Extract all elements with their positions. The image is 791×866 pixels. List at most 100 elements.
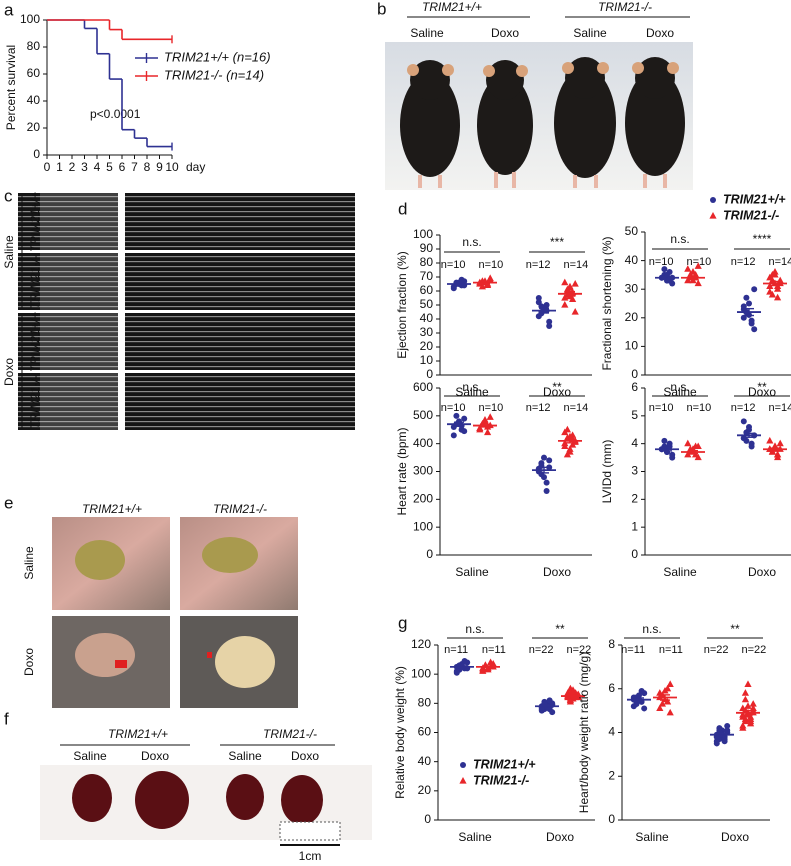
- data-point: [656, 689, 664, 696]
- y-tick-label: 0: [33, 147, 40, 161]
- panel-label: c: [4, 186, 13, 205]
- x-tick-label: 5: [106, 160, 113, 174]
- data-point: [664, 684, 672, 692]
- arrow-marker: [207, 652, 212, 658]
- data-point: [774, 293, 782, 301]
- x-tick-label: Saline: [663, 565, 697, 579]
- condition-label: Doxo: [291, 749, 319, 763]
- photo-f: 1cm TRIM21+/+ TRIM21-/- Saline Doxo Sali…: [40, 727, 372, 863]
- n-label: n=12: [731, 256, 756, 268]
- data-point: [571, 280, 579, 287]
- y-axis-label: Percent survival: [4, 45, 18, 130]
- x-tick-label: 6: [119, 160, 126, 174]
- significance: **: [730, 622, 740, 636]
- n-label: n=10: [441, 259, 466, 271]
- genotype-label: TRIM21+/+: [82, 502, 142, 516]
- y-tick-label: 0: [424, 812, 431, 826]
- data-point: [661, 437, 668, 444]
- data-point: [461, 415, 468, 422]
- y-tick-label: 0: [631, 547, 638, 561]
- data-point: [486, 413, 494, 420]
- y-tick-label: 50: [420, 297, 434, 311]
- y-tick-label: 40: [418, 754, 432, 768]
- data-point: [486, 274, 494, 281]
- condition-label: Saline: [228, 749, 262, 763]
- photo-b: TRIM21+/+ TRIM21-/- Saline Doxo Saline D…: [385, 0, 693, 190]
- y-tick-label: 0: [426, 367, 433, 381]
- n-label: n=12: [526, 402, 551, 414]
- legend-label: TRIM21-/-: [473, 773, 529, 787]
- data-point: [713, 740, 720, 747]
- x-tick-label: 7: [131, 160, 138, 174]
- condition-label: Saline: [2, 235, 16, 269]
- group-label: TRIM21-/-: [598, 0, 652, 14]
- legend-marker: [460, 762, 466, 768]
- x-tick-label: Saline: [455, 565, 489, 579]
- data-point: [694, 279, 702, 287]
- significance: n.s.: [642, 622, 661, 636]
- n-label: n=10: [649, 256, 674, 268]
- arrow-marker: [115, 660, 127, 668]
- data-point: [751, 286, 758, 293]
- data-point: [461, 658, 468, 665]
- data-point: [569, 441, 577, 448]
- data-point: [748, 443, 755, 450]
- y-tick-label: 1: [631, 519, 638, 533]
- y-tick-label: 2: [608, 768, 615, 782]
- data-point: [739, 704, 747, 712]
- y-tick-label: 200: [413, 492, 433, 506]
- n-label: n=12: [526, 259, 551, 271]
- y-tick-label: 0: [608, 812, 615, 826]
- data-point: [546, 318, 553, 325]
- n-label: n=11: [621, 644, 645, 656]
- n-label: n=11: [482, 644, 506, 656]
- data-point: [546, 464, 553, 471]
- data-point: [684, 265, 692, 272]
- x-tick-label: Doxo: [543, 565, 571, 579]
- y-tick-label: 5: [631, 408, 638, 422]
- data-point: [566, 689, 574, 696]
- y-tick-label: 40: [27, 93, 41, 107]
- x-tick-label: Doxo: [546, 830, 574, 844]
- genotype-label: TRIM21-/-: [28, 375, 42, 429]
- data-point: [450, 285, 457, 292]
- data-point: [746, 300, 752, 307]
- y-tick-label: 60: [418, 725, 432, 739]
- data-point: [541, 454, 547, 461]
- legend-marker: [710, 197, 716, 203]
- y-tick-label: 30: [420, 325, 434, 339]
- significance: n.s.: [670, 232, 689, 246]
- panel-label: g: [398, 613, 407, 632]
- data-point: [561, 301, 569, 308]
- data-point: [768, 270, 776, 278]
- n-label: n=12: [731, 402, 756, 414]
- mouse-ears: [407, 62, 679, 77]
- legend-label: TRIM21+/+ (n=16): [164, 49, 271, 64]
- y-tick-label: 6: [608, 681, 615, 695]
- data-point: [656, 704, 664, 712]
- data-point: [766, 282, 774, 289]
- y-tick-label: 20: [420, 339, 434, 353]
- x-tick-label: Doxo: [721, 830, 749, 844]
- n-label: n=11: [444, 644, 468, 656]
- y-tick-label: 3: [631, 464, 638, 478]
- data-point: [641, 705, 648, 712]
- y-tick-label: 4: [608, 725, 615, 739]
- data-point: [748, 317, 755, 324]
- n-label: n=14: [768, 256, 791, 268]
- data-point: [569, 295, 577, 302]
- n-label: n=10: [686, 402, 711, 414]
- data-point: [694, 442, 702, 450]
- data-point: [481, 416, 489, 423]
- y-tick-label: 600: [413, 380, 433, 394]
- photo-e: TRIM21+/+ TRIM21-/- Saline Doxo: [22, 502, 298, 708]
- data-point: [561, 278, 569, 286]
- data-point: [749, 700, 757, 707]
- x-tick-label: 4: [94, 160, 101, 174]
- significance: **: [552, 380, 562, 394]
- group-label: TRIM21-/-: [263, 727, 317, 741]
- genotype-label: TRIM21-/-: [28, 255, 42, 309]
- x-tick-label: 2: [69, 160, 76, 174]
- legend-marker: [459, 777, 467, 784]
- legend-label: TRIM21+/+: [473, 757, 536, 771]
